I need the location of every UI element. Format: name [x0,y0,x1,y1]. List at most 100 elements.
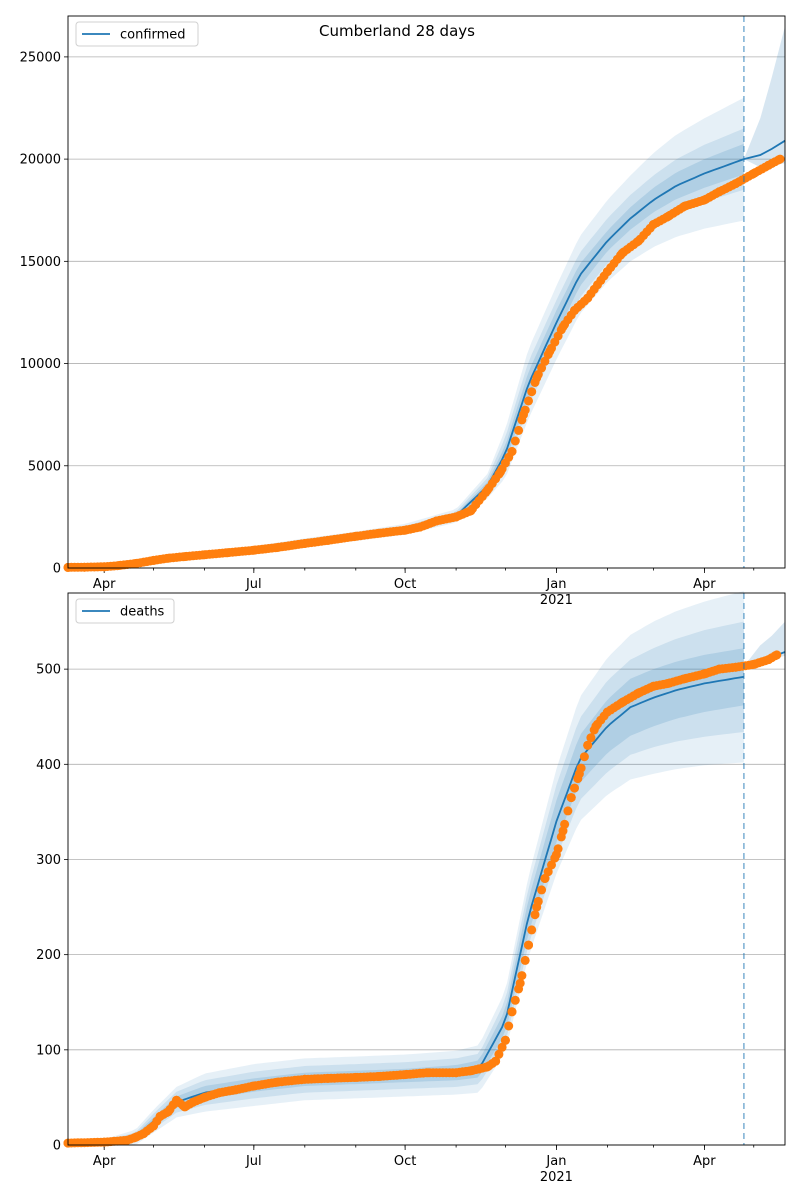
data-point-observed [540,874,550,883]
data-point-observed [510,436,520,446]
data-point-observed [648,220,658,229]
data-point-observed [602,707,612,717]
data-point-observed [99,1137,109,1147]
data-point-observed [648,681,658,691]
y-tick-label: 5000 [28,459,61,474]
data-point-observed [520,955,530,965]
data-point-observed [163,1107,173,1117]
y-tick-label: 500 [36,663,61,678]
data-point-observed [574,769,584,779]
series-line-projection [743,139,786,160]
x-tick-label: Jul [245,577,262,592]
data-point-observed [519,410,528,420]
y-tick-label: 20000 [20,153,61,168]
data-point-observed [591,721,601,731]
data-point-observed [466,506,476,516]
data-point-observed [300,1074,310,1084]
uncertainty-band-mid [68,621,744,1144]
x-tick-label: Apr [693,1154,716,1169]
y-tick-label: 300 [36,853,61,868]
x-tick-label: Jul [245,1154,262,1169]
data-point-observed [431,516,441,526]
x-tick-sublabel: 2021 [540,1170,573,1185]
data-point-observed [423,1068,433,1078]
data-point-observed [663,678,673,688]
data-point-observed [374,1072,384,1081]
plot-frame [67,592,786,1146]
legend: deaths [75,598,175,624]
plot-frame [67,15,786,569]
chart-title: Cumberland 28 days [319,22,475,40]
data-point-observed [524,940,533,950]
data-point-observed [537,885,547,895]
data-point-observed [583,293,593,303]
y-tick-label: 0 [53,562,61,577]
data-point-observed [570,783,579,793]
data-point-observed [155,1111,165,1121]
y-tick-label: 25000 [20,50,61,65]
data-point-observed [714,664,724,674]
data-point-observed [500,1035,510,1045]
data-point-observed [504,1021,514,1031]
data-point-observed [764,655,774,665]
y-tick-label: 10000 [20,357,61,372]
x-tick-label: Oct [394,1154,416,1169]
data-point-observed [130,559,140,568]
data-point-observed [466,1066,476,1076]
data-point-observed [566,793,576,803]
uncertainty-band-inner [68,143,744,569]
x-tick-sublabel: 2021 [540,593,573,608]
data-point-observed [558,826,568,836]
x-tick-label: Jan [545,577,566,592]
data-point-observed [532,373,542,383]
data-point-observed [680,201,690,211]
data-point-observed [139,1129,149,1139]
data-point-observed [323,1073,333,1083]
data-point-observed [543,867,553,877]
data-point-observed [699,195,709,205]
data-point-observed [558,322,568,332]
y-tick-label: 0 [53,1139,61,1154]
projection-band [743,26,785,168]
data-point-observed [272,543,282,553]
data-point-observed [451,1068,461,1078]
data-point-observed [323,535,333,545]
data-point-observed [188,1097,198,1107]
data-point-observed [775,154,785,164]
data-point-observed [731,662,741,672]
data-point-observed [474,1064,484,1074]
data-point-observed [214,1088,224,1098]
y-tick-label: 100 [36,1043,61,1058]
data-point-observed [570,305,579,315]
data-point-observed [663,211,673,221]
data-point-observed [515,978,525,988]
data-point-observed [602,267,612,277]
legend: confirmed [75,21,199,47]
data-point-observed [586,733,596,743]
data-point-observed [547,860,556,870]
data-point-observed [714,187,724,197]
data-point-observed [494,1049,504,1059]
data-point-observed [507,1007,517,1017]
data-point-observed [514,425,524,435]
data-point-observed [617,697,627,707]
data-point-observed [300,539,310,548]
data-point-observed [563,806,573,816]
data-point-observed [122,1135,132,1145]
x-tick-label: Oct [394,577,416,592]
data-point-observed [172,1095,181,1105]
data-point-observed [415,522,425,532]
data-point-observed [731,179,741,189]
x-tick-label: Apr [93,577,116,592]
data-point-observed [510,995,520,1005]
data-point-observed [130,1132,140,1142]
data-point-observed [583,740,593,750]
data-point-observed [749,168,759,178]
uncertainty-band-mid [68,128,744,568]
x-tick-label: Jan [545,1154,566,1169]
data-point-observed [99,562,109,572]
data-point-observed [680,674,690,684]
data-point-observed [699,669,709,679]
data-point-observed [149,1121,158,1131]
